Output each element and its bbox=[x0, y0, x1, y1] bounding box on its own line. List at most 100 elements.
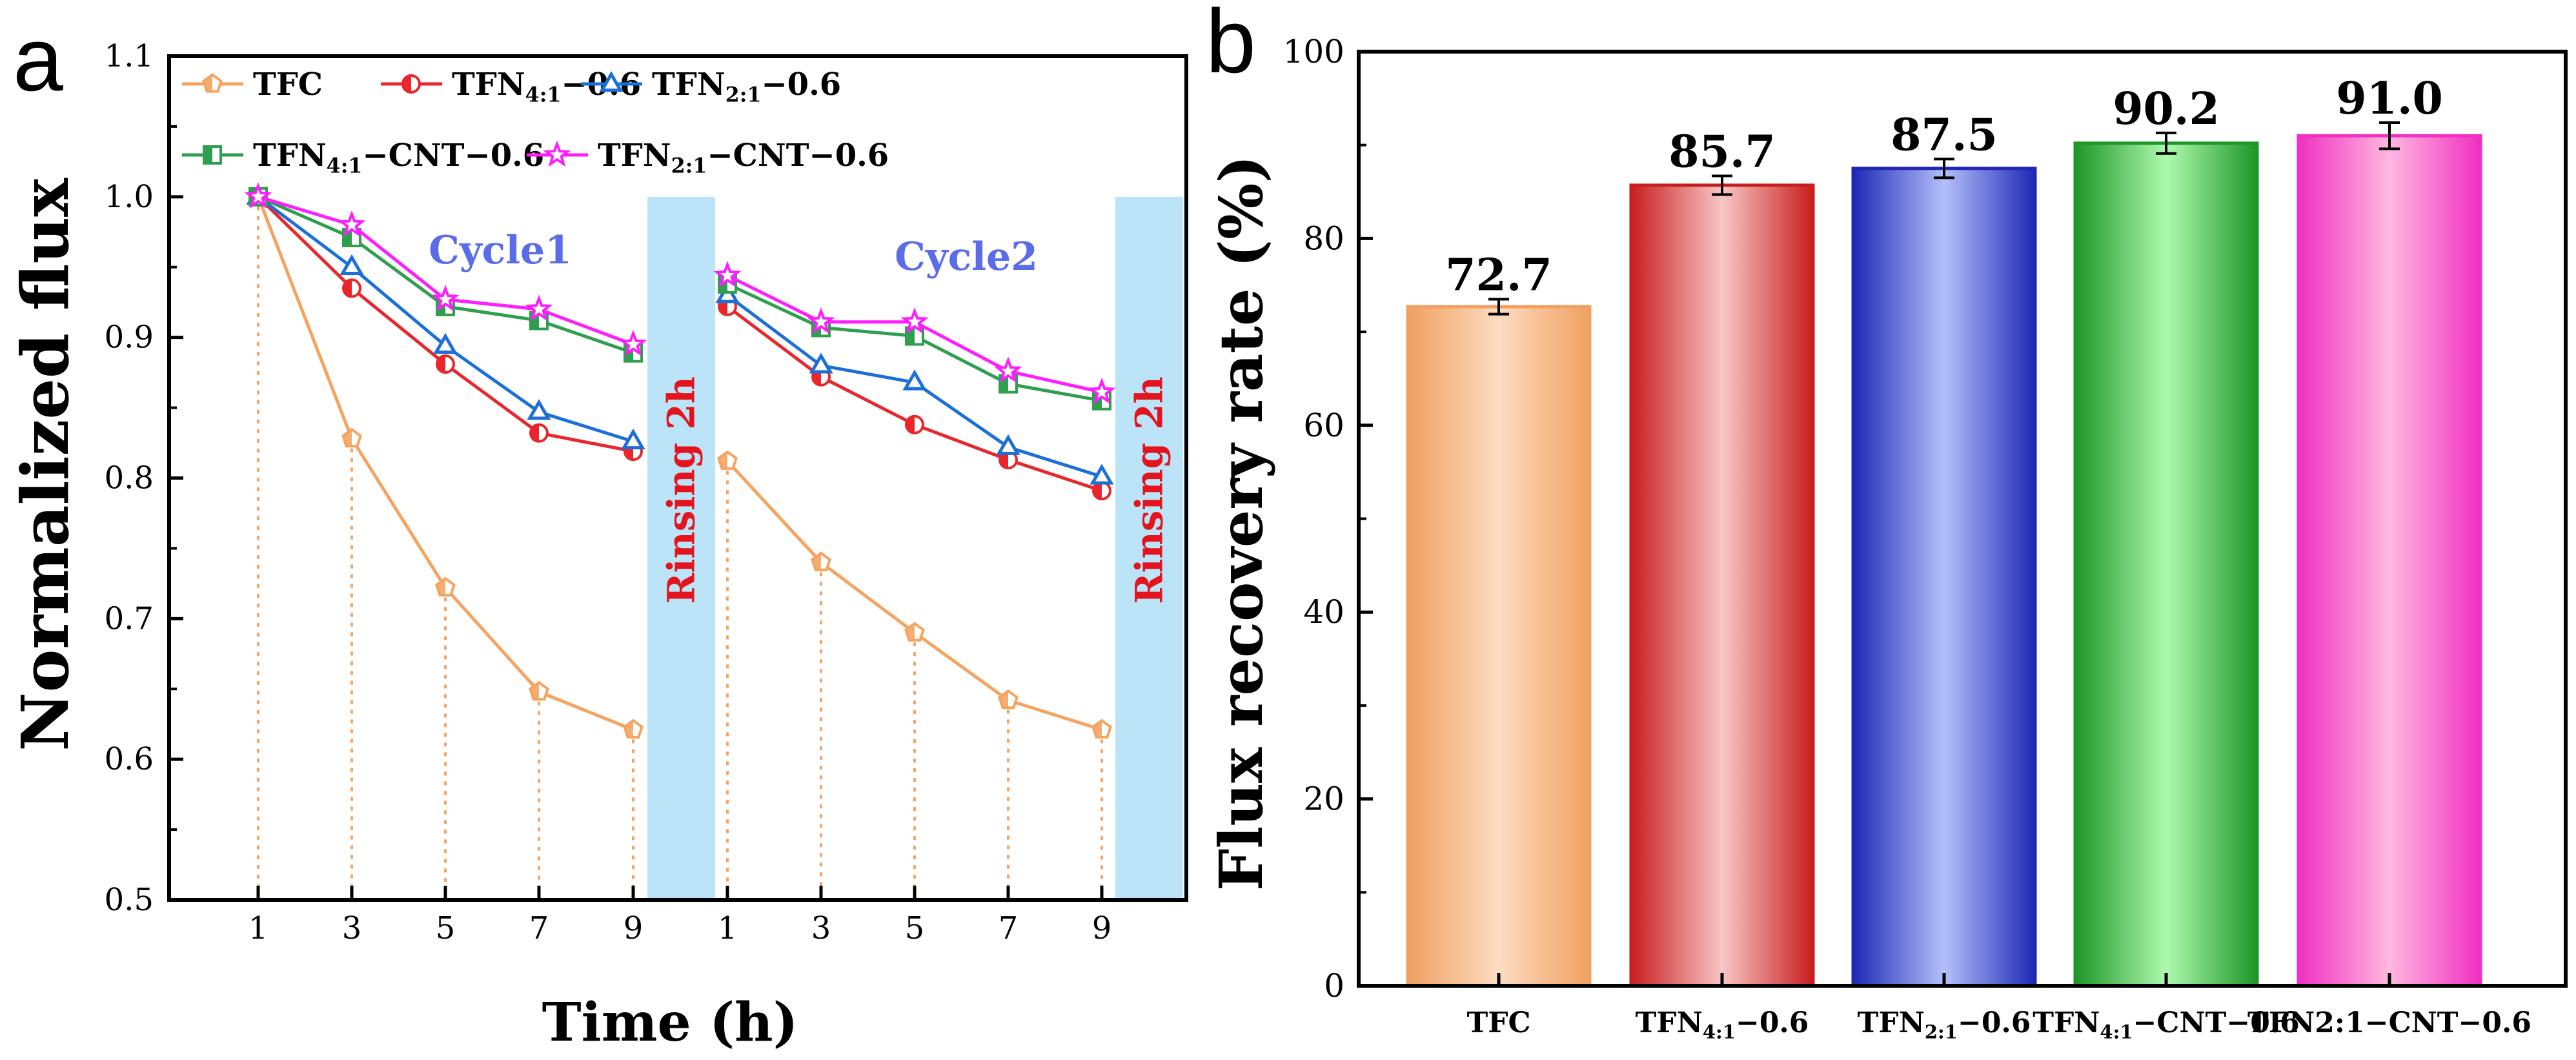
legend-label-3-suffix: −CNT−0.6 bbox=[362, 138, 544, 174]
legend-a: TFCTFN4:1−0.6TFN2:1−0.6TFN4:1−CNT−0.6TFN… bbox=[182, 66, 889, 178]
bar-4 bbox=[2297, 134, 2482, 988]
y-tick-label-b-2: 40 bbox=[1303, 593, 1344, 631]
marker-1-c2-3-half bbox=[1000, 451, 1008, 469]
marker-1-c1-2 bbox=[436, 354, 455, 374]
x-tick-label-b-2-suffix: −0.6 bbox=[1958, 1006, 2031, 1039]
marker-4-c1-0 bbox=[244, 182, 272, 209]
x-tick-label-b-2: TFN2:1−0.6 bbox=[1858, 1006, 2031, 1043]
marker-2-c1-1 bbox=[340, 254, 364, 275]
legend-label-4-name: TFN bbox=[598, 138, 671, 174]
rinsing-label-1: Rinsing 2h bbox=[660, 376, 704, 604]
rinsing-band-2 bbox=[1115, 196, 1183, 900]
x-tick-label-b-4-name: TFN2:1−CNT−0.6 bbox=[2247, 1006, 2531, 1039]
marker-4-c2-0 bbox=[713, 261, 742, 288]
x-tick-label-b-0: TFC bbox=[1467, 1006, 1531, 1039]
y-tick-label-a-3: 0.8 bbox=[105, 460, 154, 496]
y-tick-label-b-3: 60 bbox=[1303, 407, 1344, 444]
legend-marker-4 bbox=[543, 140, 571, 167]
marker-0-c2-3-half bbox=[999, 691, 1008, 708]
x-tick-label-b-1-name: TFN bbox=[1636, 1006, 1703, 1039]
legend-marker-2 bbox=[599, 71, 624, 92]
marker-4-c1-3 bbox=[525, 294, 553, 321]
x-tick-label-a-2: 5 bbox=[436, 910, 456, 946]
x-tick-label-b-0-name: TFC bbox=[1467, 1006, 1531, 1039]
marker-2-c1-2 bbox=[433, 332, 458, 354]
x-tick-label-b-2-sub: 2:1 bbox=[1925, 1021, 1958, 1043]
x-tick-label-b-3-suffix: −CNT−0.6 bbox=[2133, 1006, 2300, 1039]
cycle-label-2: Cycle2 bbox=[895, 234, 1038, 280]
y-tick-label-b-5: 100 bbox=[1283, 33, 1344, 70]
legend-marker-0 bbox=[202, 73, 223, 93]
marker-1-c1-3-half bbox=[531, 424, 539, 442]
x-tick-label-a-8: 7 bbox=[999, 910, 1019, 946]
marker-4-c1-1 bbox=[338, 210, 366, 237]
marker-0-c2-2 bbox=[904, 622, 925, 642]
value-label-0: 72.7 bbox=[1445, 249, 1552, 301]
marker-4-c2-3 bbox=[994, 356, 1022, 383]
y-tick-label-b-4: 80 bbox=[1303, 219, 1344, 257]
y-tick-label-a-4: 0.9 bbox=[105, 320, 154, 356]
marker-0-c1-2-half bbox=[436, 578, 445, 596]
marker-2-c1-4 bbox=[621, 428, 645, 450]
marker-1-c2-4-half bbox=[1093, 482, 1102, 500]
legend-marker-1-half bbox=[403, 76, 411, 92]
legend-label-0: TFC bbox=[253, 66, 323, 103]
value-label-3: 90.2 bbox=[2113, 83, 2220, 135]
marker-4-c2-4 bbox=[1088, 378, 1116, 404]
legend-label-4: TFN2:1−CNT−0.6 bbox=[598, 138, 889, 178]
value-label-2: 87.5 bbox=[1891, 109, 1998, 161]
marker-0-c1-1 bbox=[341, 427, 362, 448]
x-tick-label-a-7: 5 bbox=[905, 910, 925, 946]
x-tick-label-a-0: 1 bbox=[248, 910, 269, 946]
series-line-3-c1 bbox=[258, 195, 634, 354]
axes-a: 0.5 0.6 0.7 0.8 0.9 1.0 1.1 1 3 5 7 9 1 3 5 7 9 bbox=[105, 38, 1188, 946]
bar-3 bbox=[2073, 141, 2259, 988]
bars: 72.7 85.7 87.5 90.2 91.0 bbox=[1406, 73, 2482, 988]
rinsing-bands bbox=[647, 196, 1183, 900]
x-tick-label-b-2-name: TFN bbox=[1858, 1006, 1925, 1039]
marker-0-c1-3 bbox=[529, 680, 549, 701]
legend-marker-3 bbox=[203, 145, 222, 165]
series-lines bbox=[244, 182, 1116, 739]
marker-0-c1-4 bbox=[623, 719, 644, 739]
marker-2-c2-4 bbox=[1090, 464, 1114, 485]
y-axis-label-a: Normalized flux bbox=[7, 178, 83, 751]
y-axis-label-b: Flux recovery rate (%) bbox=[1206, 155, 1276, 891]
marker-0-c2-0 bbox=[717, 450, 738, 470]
bar-2 bbox=[1851, 167, 2037, 988]
marker-2-c2-1 bbox=[809, 352, 833, 374]
y-tick-label-a-2: 0.7 bbox=[105, 600, 154, 637]
marker-0-c1-2 bbox=[435, 576, 456, 596]
marker-1-c1-1-half bbox=[343, 280, 352, 297]
x-tick-label-a-1: 3 bbox=[342, 910, 362, 946]
x-tick-label-b-1-suffix: −0.6 bbox=[1736, 1006, 1809, 1039]
legend-label-3-name: TFN bbox=[253, 138, 327, 174]
y-tick-label-a-1: 0.6 bbox=[105, 741, 154, 777]
annotations: Rinsing 2h Rinsing 2h Cycle1 Cycle2 bbox=[429, 228, 1171, 604]
x-tick-label-a-6: 3 bbox=[811, 910, 831, 946]
marker-0-c2-1-half bbox=[812, 553, 821, 570]
legend-label-1-name: TFN bbox=[452, 66, 525, 103]
series-line-0-c1 bbox=[256, 196, 634, 731]
legend-label-2-name: TFN bbox=[652, 66, 725, 103]
chart-b: 72.785.7 87.590.2 91.0 TFC TFN4:1−0.6 TFN2:1… bbox=[1206, 33, 2568, 1043]
bar-0 bbox=[1406, 305, 1592, 988]
y-tick-label-a-6: 1.1 bbox=[105, 38, 154, 74]
drop-lines bbox=[257, 196, 1103, 900]
rinsing-label-2: Rinsing 2h bbox=[1128, 376, 1171, 604]
marker-1-c1-2-half bbox=[437, 356, 445, 373]
marker-0-c2-4-half bbox=[1093, 720, 1102, 738]
marker-2-c2-3 bbox=[996, 434, 1020, 455]
marker-0-c2-3 bbox=[998, 689, 1019, 709]
x-tick-label-a-4: 9 bbox=[624, 910, 644, 946]
y-tick-label-b-1: 20 bbox=[1303, 780, 1344, 818]
legend-label-2: TFN2:1−0.6 bbox=[652, 66, 841, 107]
series-line-0-c2 bbox=[726, 460, 1102, 731]
marker-1-c2-2-half bbox=[906, 416, 915, 433]
legend-label-4-suffix: −CNT−0.6 bbox=[707, 138, 889, 174]
legend-label-3: TFN4:1−CNT−0.6 bbox=[253, 138, 544, 178]
marker-1-c1-3 bbox=[529, 423, 549, 443]
x-tick-label-b-1-sub: 4:1 bbox=[1703, 1021, 1736, 1043]
x-tick-label-b-3: TFN4:1−CNT−0.6 bbox=[2033, 1006, 2300, 1043]
